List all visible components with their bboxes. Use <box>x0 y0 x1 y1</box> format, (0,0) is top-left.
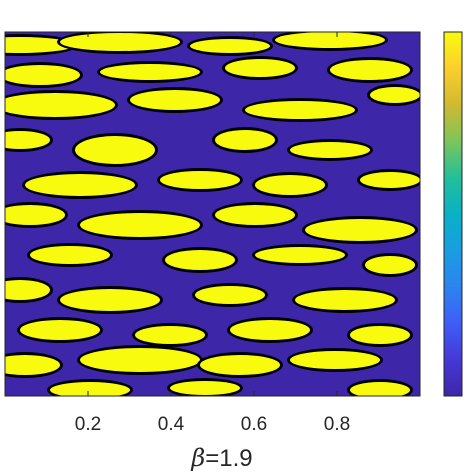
high-value-region <box>290 351 380 369</box>
high-value-region <box>200 355 280 375</box>
high-value-region <box>350 382 410 396</box>
high-value-region <box>275 32 385 48</box>
high-value-region <box>50 382 130 396</box>
high-value-region <box>215 130 275 150</box>
colorbar-gradient <box>443 31 463 397</box>
x-axis-label: β=1.9 <box>190 444 252 472</box>
high-value-region <box>195 286 265 304</box>
high-value-region <box>100 64 200 80</box>
high-value-region <box>290 142 370 158</box>
x-tick-label: 0.4 <box>158 414 185 435</box>
high-value-region <box>30 246 110 264</box>
x-axis-label-equals: = <box>205 445 219 472</box>
high-value-region <box>5 93 115 117</box>
high-value-region <box>25 174 135 196</box>
high-value-region <box>130 90 220 110</box>
high-value-region <box>170 381 240 395</box>
high-value-region <box>295 290 395 310</box>
high-value-region <box>160 171 240 189</box>
high-value-region <box>5 355 60 375</box>
plot-frame <box>4 31 421 397</box>
high-value-region <box>75 136 155 164</box>
high-value-regions <box>5 32 420 396</box>
high-value-region <box>20 320 100 340</box>
high-value-region <box>60 289 160 311</box>
x-axis-ticks: 0.2 0.4 0.6 0.8 <box>75 32 350 435</box>
high-value-region <box>5 131 50 149</box>
high-value-region <box>165 250 235 270</box>
x-tick-label: 0.2 <box>75 414 101 435</box>
high-value-region <box>225 59 295 77</box>
high-value-region <box>255 247 345 263</box>
high-value-region <box>135 326 205 344</box>
high-value-region <box>5 205 65 225</box>
heatmap-plot <box>4 31 421 397</box>
high-value-region <box>350 326 410 344</box>
high-value-region <box>255 175 325 195</box>
high-value-region <box>5 65 80 85</box>
high-value-region <box>215 205 295 225</box>
x-axis-label-symbol: β <box>190 444 205 472</box>
high-value-region <box>330 60 410 80</box>
high-value-region <box>245 101 355 119</box>
high-value-region <box>80 348 200 372</box>
x-tick-label: 0.6 <box>241 414 267 435</box>
colorbar <box>443 31 463 397</box>
high-value-region <box>80 213 200 237</box>
high-value-region <box>305 219 415 241</box>
high-value-region <box>360 172 420 188</box>
high-value-region <box>365 256 415 274</box>
high-value-region <box>230 320 310 340</box>
high-value-region <box>5 280 50 300</box>
high-value-region <box>60 33 180 51</box>
high-value-region <box>190 39 270 53</box>
x-axis-label-value: 1.9 <box>219 445 252 472</box>
high-value-region <box>370 87 420 103</box>
x-tick-label: 0.8 <box>324 414 350 435</box>
